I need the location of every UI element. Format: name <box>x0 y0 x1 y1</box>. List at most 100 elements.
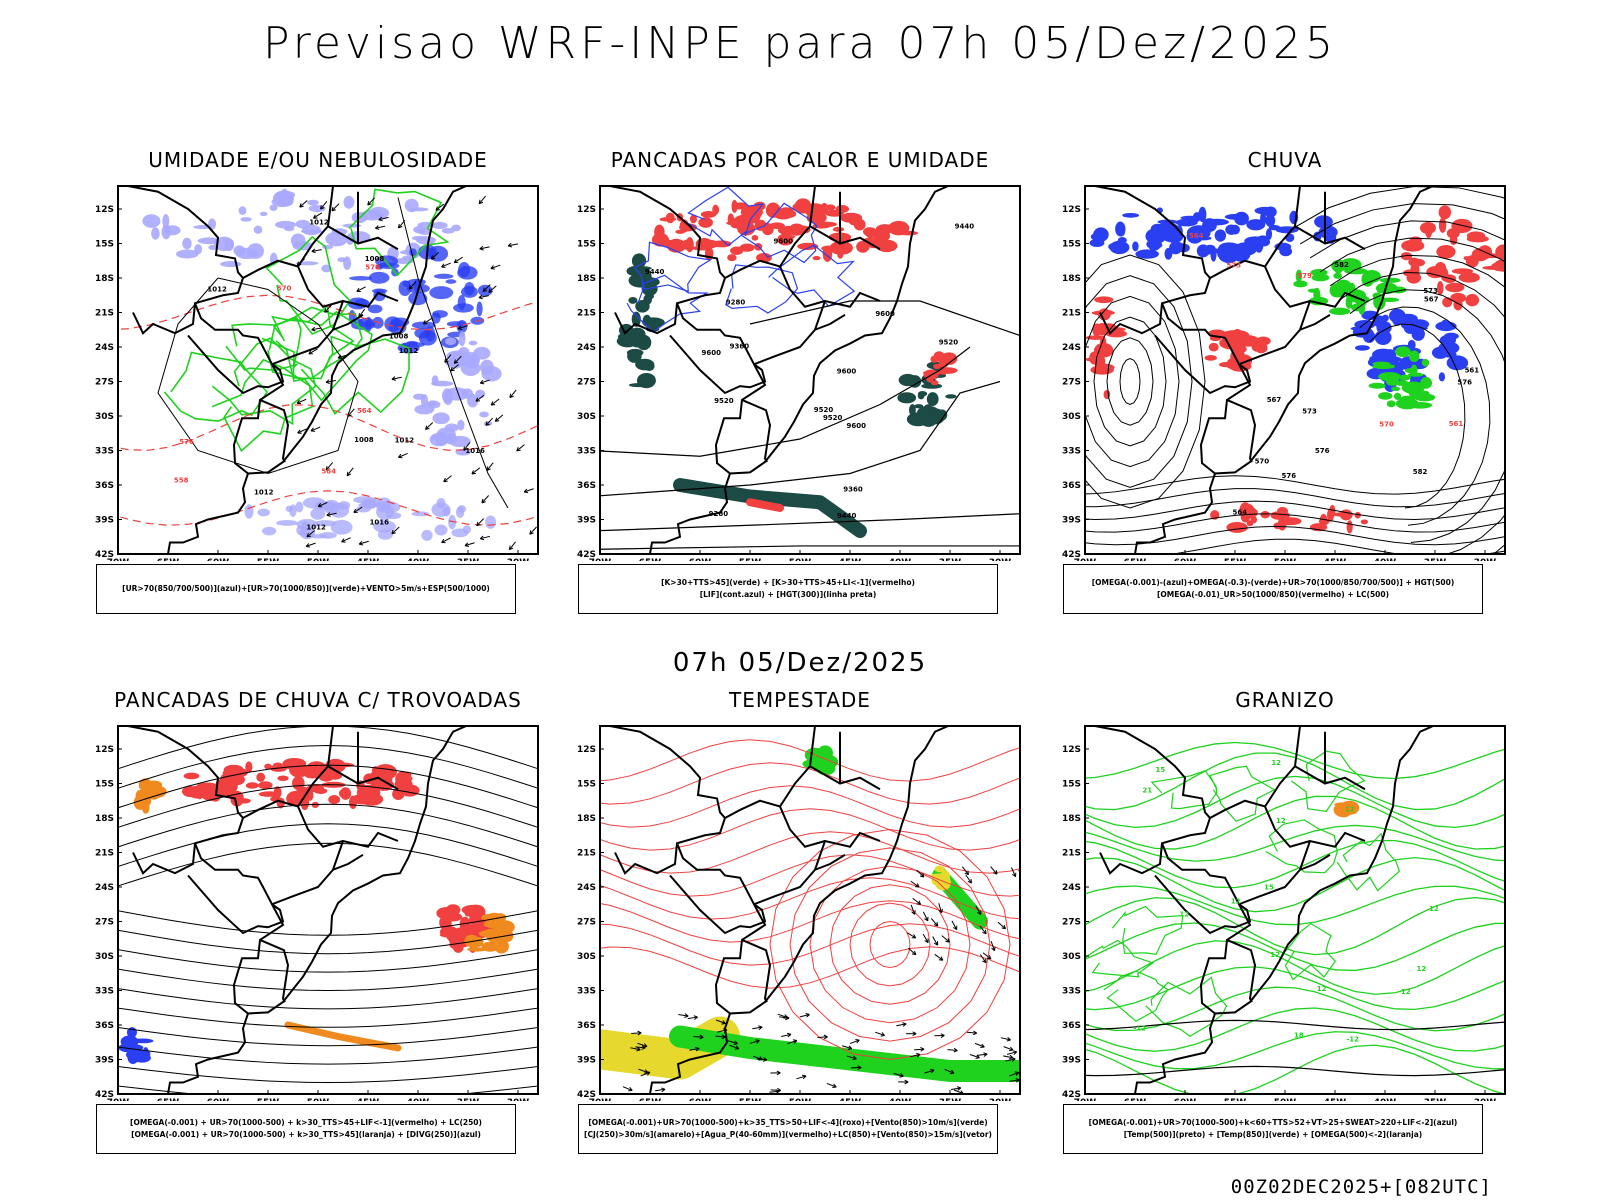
wind-vector <box>457 325 463 330</box>
streamline <box>118 1065 538 1084</box>
lon-tick-label: 30W <box>507 558 530 561</box>
contour-value-label: 9600 <box>837 367 857 375</box>
storm-red-area <box>288 790 303 804</box>
wind-vector <box>398 452 408 458</box>
wind-vector <box>729 1044 739 1050</box>
contour-value-label: 564 <box>357 407 372 415</box>
omega-green-area <box>1329 307 1351 316</box>
omega-blue-area <box>1180 215 1200 220</box>
wind-vector <box>310 426 321 432</box>
storm-red-area <box>291 758 305 766</box>
wind-vector <box>488 285 497 293</box>
wind-vector <box>509 393 514 399</box>
wind-vector <box>490 401 496 406</box>
lat-tick-label: 39S <box>1062 516 1081 526</box>
contour-value-label: -12 <box>1133 1024 1146 1032</box>
storm-red-area <box>273 786 282 799</box>
legend-line: [LIF](cont.azul) + [HGT(300)](linha pret… <box>699 590 877 599</box>
panel-title: CHUVA <box>1247 148 1323 172</box>
humidity-mid-area <box>441 388 453 404</box>
temp-850-contour <box>1085 741 1505 780</box>
wind-vector <box>478 195 487 205</box>
lon-tick-label: 50W <box>789 558 812 561</box>
wind-vector <box>832 1083 837 1089</box>
contour-value-label: 1012 <box>306 524 326 532</box>
wind-vector <box>645 1071 651 1076</box>
wind-vector <box>991 946 996 951</box>
lat-tick-label: 27S <box>577 918 596 928</box>
temp-850-contour <box>1085 775 1505 829</box>
wind-vector <box>787 1040 798 1045</box>
map-body <box>1085 186 1505 554</box>
wind-vector <box>453 355 462 364</box>
omega-blue-area <box>1376 321 1392 335</box>
lon-tick-label: 60W <box>207 1098 230 1101</box>
thickness-contour <box>118 404 538 451</box>
rain-red-area <box>1463 256 1470 261</box>
contour-value-label: 564 <box>1232 508 1247 516</box>
wind-vector <box>758 1025 763 1030</box>
run-timestamp: 00Z02DEC2025+[082UTC] <box>1230 1176 1492 1198</box>
wind-vector <box>1003 1046 1014 1051</box>
wind-vector <box>1003 1055 1014 1059</box>
contour-value-label: 1012 <box>399 347 419 355</box>
low-level-humidity-contour <box>267 310 373 402</box>
rain-red-area <box>1339 509 1353 521</box>
storm-red-area <box>208 784 231 794</box>
lon-tick-label: 70W <box>589 558 612 561</box>
streamline <box>118 968 538 992</box>
lon-tick-label: 45W <box>839 1098 862 1101</box>
rain-red-area <box>1465 293 1480 307</box>
wind-vector <box>297 429 302 434</box>
lon-tick-label: 65W <box>1124 558 1147 561</box>
lat-tick-label: 15S <box>577 240 596 250</box>
rain-red-area <box>1434 261 1447 275</box>
wind-vector <box>922 933 929 943</box>
temp-850-contour <box>1284 922 1337 981</box>
wind-vector <box>481 495 490 504</box>
wind-vector <box>852 1055 857 1061</box>
instability-green-area <box>914 404 924 409</box>
lon-tick-label: 55W <box>1224 558 1247 561</box>
contour-value-label: 9520 <box>714 397 734 405</box>
omega-blue-area <box>1268 224 1281 231</box>
wind-vector <box>320 205 325 210</box>
height-300-contour <box>600 513 1020 532</box>
lon-tick-label: 40W <box>407 1098 430 1101</box>
rain-red-area <box>1103 389 1111 400</box>
wind-vector <box>299 200 308 208</box>
lat-tick-label: 36S <box>577 1021 596 1031</box>
rain-red-area <box>1085 357 1105 362</box>
lon-tick-label: 40W <box>407 558 430 561</box>
wind-vector <box>950 1087 961 1090</box>
country-border <box>753 291 881 366</box>
wind-vector <box>299 203 304 208</box>
panel-umidade: UMIDADE E/OU NEBULOSIDADE 12S 15S 18S 21S 24… <box>78 148 558 628</box>
wind-vector <box>965 874 972 884</box>
contour-value-label: 15 <box>1264 884 1274 892</box>
wind-vector <box>308 348 318 355</box>
country-border <box>327 726 334 767</box>
omega-blue-area <box>1218 242 1240 252</box>
omega-blue-area <box>1132 241 1139 252</box>
storm-orange-area <box>468 936 480 950</box>
omega-green-area <box>1421 358 1430 367</box>
humidity-mid-area <box>431 375 439 386</box>
lat-tick-label: 15S <box>1062 240 1081 250</box>
humidity-mid-area <box>451 224 461 232</box>
wind-vector <box>508 243 519 247</box>
humidity-mid-area <box>431 221 448 230</box>
wind-vector <box>356 287 361 292</box>
lon-tick-label: 50W <box>1274 1098 1297 1101</box>
contour-value-label: 9520 <box>814 406 834 414</box>
wind-vector <box>391 526 400 535</box>
wind-vector <box>855 1039 860 1044</box>
wind-vector <box>523 488 529 494</box>
temp-500-contour <box>1085 1065 1505 1077</box>
jet-yellow-area <box>929 873 950 878</box>
lon-tick-label: 55W <box>739 1098 762 1101</box>
wind-vector <box>478 295 489 299</box>
wind-vector <box>993 870 998 875</box>
wind-vector <box>443 477 448 483</box>
wind-vector <box>486 462 494 471</box>
